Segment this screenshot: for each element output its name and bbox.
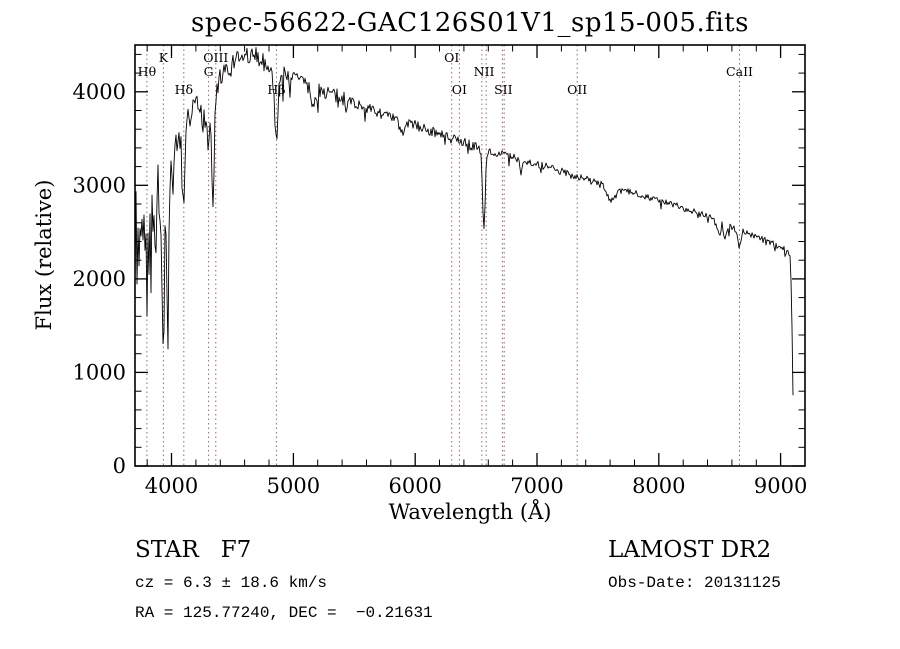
spectral-line-label: OI [444, 50, 459, 65]
x-tick-label: 5000 [267, 474, 320, 498]
x-tick-label: 9000 [754, 474, 807, 498]
y-tick-label: 2000 [73, 267, 126, 291]
plot-frame [134, 44, 806, 467]
x-tick-label: 8000 [632, 474, 685, 498]
spectral-line-label: OII [567, 82, 587, 97]
y-tick-label: 3000 [73, 173, 126, 197]
spectral-line-label: SII [494, 82, 513, 97]
x-axis-label: Wavelength (Å) [388, 500, 552, 524]
spectral-line-label: K [159, 50, 169, 65]
spectral-line-label: Hβ [267, 82, 285, 97]
spectral-line-label: Hθ [138, 64, 156, 79]
cz-text: cz = 6.3 ± 18.6 km/s [135, 574, 328, 592]
survey-text: LAMOST DR2 [608, 537, 772, 563]
spectral-line-label: Hδ [175, 82, 193, 97]
spectral-line-label: G [204, 64, 214, 79]
y-tick-label: 4000 [73, 80, 126, 104]
obs-date-text: Obs-Date: 20131125 [608, 574, 781, 592]
x-tick-label: 4000 [145, 474, 198, 498]
y-tick-label: 0 [113, 454, 126, 478]
spectral-line-label: CaII [726, 64, 753, 79]
spectral-line-label: NII [474, 64, 495, 79]
spectral-line-label: OI [452, 82, 467, 97]
spectral-line-label: OIII [203, 50, 228, 65]
x-tick-label: 6000 [388, 474, 441, 498]
classification-text: STAR F7 [135, 537, 252, 563]
coords-text: RA = 125.77240, DEC = −0.21631 [135, 604, 433, 622]
spectrum-path [134, 47, 794, 396]
y-tick-label: 1000 [73, 360, 126, 384]
plot-title: spec-56622-GAC126S01V1_sp15-005.fits [191, 8, 749, 38]
x-tick-label: 7000 [510, 474, 563, 498]
